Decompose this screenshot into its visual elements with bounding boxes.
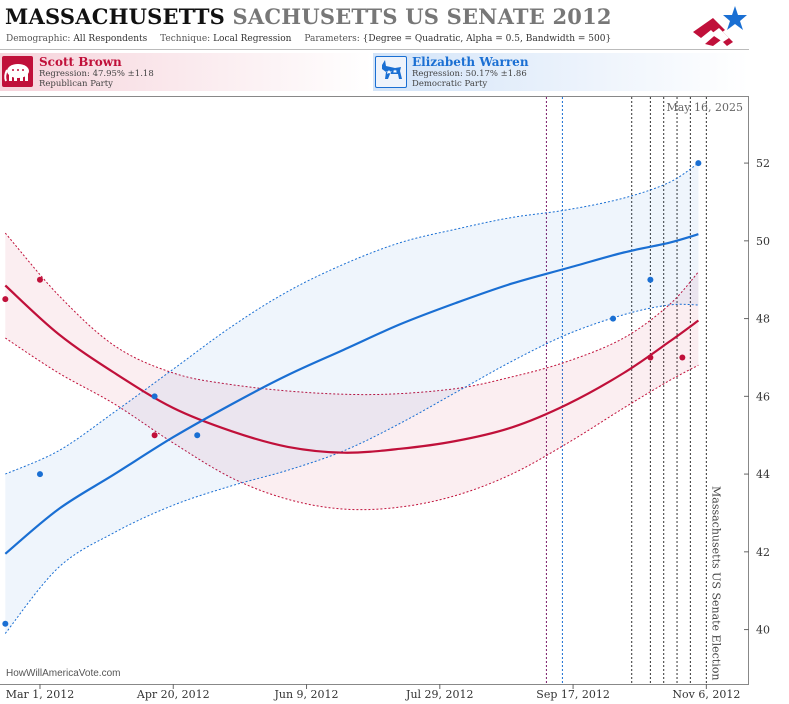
site-credit: HowWillAmericaVote.com <box>6 668 121 679</box>
title-main: MASSACHUSETTS <box>5 4 226 29</box>
parameters-line: Demographic: All Respondents Technique: … <box>6 34 611 44</box>
poll-point <box>610 315 617 322</box>
poll-point <box>2 620 9 627</box>
candidate-card-republican: Scott Brown Regression: 47.95% ±1.18 Rep… <box>0 53 372 91</box>
poll-point <box>679 354 686 361</box>
band-upper-line <box>5 162 699 475</box>
site-logo-icon <box>693 6 747 46</box>
x-tick-label: Apr 20, 2012 <box>136 688 210 701</box>
technique-label: Technique: <box>160 34 211 44</box>
candidate-card-democrat: Elizabeth Warren Regression: 50.17% ±1.8… <box>373 53 749 91</box>
poll-point <box>151 432 158 439</box>
confidence-band <box>5 233 699 510</box>
democrat-regression: Regression: 50.17% ±1.86 <box>412 69 527 79</box>
page-title: MASSACHUSETTS SACHUSETTS US SENATE 2012 <box>5 4 612 29</box>
y-tick-label: 40 <box>756 624 770 637</box>
republican-elephant-icon <box>2 56 33 87</box>
x-tick-label: Sep 17, 2012 <box>536 688 610 701</box>
democrat-party: Democratic Party <box>412 79 488 89</box>
title-sub: SACHUSETTS US SENATE 2012 <box>232 4 612 29</box>
republican-regression: Regression: 47.95% ±1.18 <box>39 69 154 79</box>
y-tick-label: 48 <box>756 313 770 326</box>
band-upper-line <box>4 232 699 396</box>
plot-frame <box>0 96 749 685</box>
poll-point <box>647 354 654 361</box>
y-tick-label: 52 <box>756 157 770 170</box>
regression-line <box>4 284 700 454</box>
date-label: May 16, 2025 <box>666 101 743 114</box>
y-tick-label: 44 <box>756 468 770 481</box>
x-tick-label: Jun 9, 2012 <box>273 688 338 701</box>
y-tick-label: 46 <box>756 390 770 403</box>
poll-point <box>2 296 9 303</box>
poll-point <box>151 393 158 400</box>
band-lower-line <box>5 337 699 511</box>
poll-point <box>695 160 702 167</box>
election-label: Massachusetts US Senate Election <box>709 486 722 680</box>
y-tick-label: 42 <box>756 546 770 559</box>
poll-point <box>36 276 43 283</box>
parameters-label: Parameters: <box>304 34 360 44</box>
x-tick-label: Nov 6, 2012 <box>672 688 740 701</box>
demographic-value: All Respondents <box>73 34 148 44</box>
y-tick-label: 50 <box>756 235 770 248</box>
democrat-donkey-icon <box>375 56 407 88</box>
regression-line <box>4 233 699 555</box>
x-tick-label: Jul 29, 2012 <box>405 688 474 701</box>
poll-point <box>194 432 201 439</box>
x-tick-label: Mar 1, 2012 <box>6 688 75 701</box>
republican-name: Scott Brown <box>39 55 122 69</box>
poll-point <box>647 276 654 283</box>
technique-value: Local Regression <box>213 34 292 44</box>
poll-point <box>36 471 43 478</box>
demographic-label: Demographic: <box>6 34 71 44</box>
header-divider <box>0 49 749 50</box>
parameters-value: {Degree = Quadratic, Alpha = 0.5, Bandwi… <box>362 34 612 44</box>
democrat-name: Elizabeth Warren <box>412 55 529 69</box>
republican-party: Republican Party <box>39 79 113 89</box>
